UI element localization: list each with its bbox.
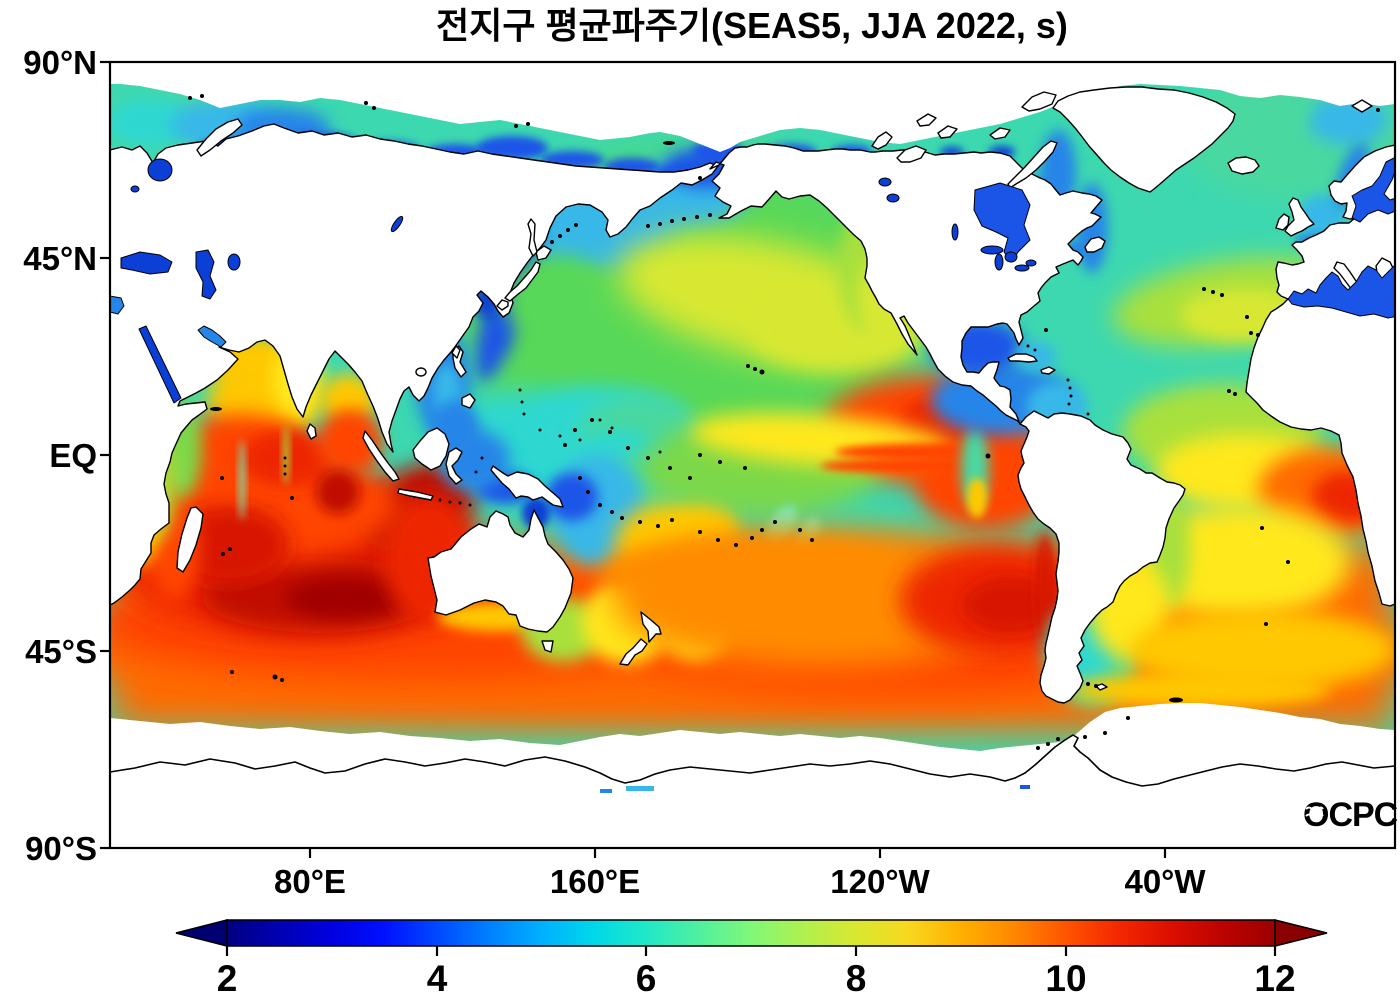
land-ellesmere — [1021, 91, 1057, 112]
lake-ladoga — [130, 185, 140, 193]
land-iceland — [1227, 156, 1260, 175]
land-mindanao — [461, 393, 476, 409]
ocpc-logo-wave-icon-2 — [1305, 813, 1324, 819]
colorbar-label-4: 4 — [427, 958, 448, 999]
lat-label-45n: 45°N — [23, 240, 97, 277]
lat-label-90n: 90°N — [23, 44, 97, 81]
land-falklands — [1095, 683, 1108, 691]
sea-mediterranean-left-edge — [110, 295, 125, 315]
land-nz-south — [619, 638, 648, 666]
land-ireland — [1275, 213, 1290, 231]
sea-baltic — [1351, 157, 1395, 223]
arctic-ice-zone — [110, 62, 1395, 152]
colorbar-right-arrow — [1274, 919, 1328, 947]
land-hispaniola — [1040, 366, 1056, 375]
colorbar: 2 4 6 8 10 12 — [175, 919, 1328, 999]
land-honshu — [504, 261, 541, 302]
land-sumatra — [362, 430, 400, 482]
sea-aral — [227, 253, 241, 271]
land-south-america — [1017, 410, 1186, 704]
colorbar-ticks — [225, 946, 1277, 956]
lat-label-45s: 45°S — [25, 633, 97, 670]
lon-label-120w: 120°W — [830, 863, 930, 900]
colorbar-label-8: 8 — [846, 958, 867, 999]
land-europe-west-africa — [1245, 144, 1395, 607]
land-greenland — [1052, 86, 1236, 193]
land-java — [397, 488, 434, 501]
sea-mediterranean — [1287, 265, 1395, 319]
antarctic-polynya-dash — [626, 786, 654, 791]
land-eurasia-africa — [110, 123, 719, 606]
sea-white-sea — [147, 158, 173, 182]
land-baffin — [1007, 140, 1058, 189]
lat-label-eq: EQ — [49, 437, 97, 474]
lon-label-80e: 80°E — [274, 863, 346, 900]
lake-ontario — [1025, 259, 1037, 267]
land-australia — [427, 509, 574, 633]
lake-superior — [980, 245, 1004, 255]
land-devon-island — [989, 127, 1011, 140]
land-cuba — [1007, 353, 1038, 363]
land-victoria-island — [896, 145, 927, 163]
lon-label-160e: 160°E — [550, 863, 640, 900]
antarctic-polynya-dash-2 — [600, 789, 612, 793]
island-specks — [188, 94, 1380, 720]
sea-caspian — [195, 249, 217, 300]
sea-persian-gulf — [197, 325, 227, 348]
land-arctic-island-2 — [916, 113, 937, 127]
lon-label-40w: 40°W — [1124, 863, 1206, 900]
lat-label-90s: 90°S — [25, 830, 97, 867]
sea-black-sea — [120, 251, 173, 275]
lake-winnipeg — [951, 223, 959, 241]
lake-michigan — [994, 253, 1004, 271]
land-hokkaido — [535, 245, 552, 261]
colorbar-label-12: 12 — [1254, 958, 1295, 999]
land-borneo — [412, 427, 450, 471]
land-banks-island — [871, 131, 893, 150]
land-sri-lanka — [306, 423, 317, 440]
lake-huron — [1004, 251, 1018, 263]
antarctic-ice-zone — [110, 703, 1395, 848]
land-arctic-island-1 — [937, 125, 958, 139]
land-svalbard — [1351, 99, 1373, 113]
colorbar-label-10: 10 — [1045, 958, 1086, 999]
land-taiwan — [451, 345, 461, 359]
ocpc-logo: OCPC — [1303, 796, 1399, 834]
antarctica-coastline — [110, 734, 1395, 787]
lake-great-bear — [878, 177, 892, 187]
lake-erie — [1014, 264, 1030, 272]
colorbar-gradient-bar — [226, 919, 1276, 947]
antarctic-polynya-dash-3 — [1020, 785, 1030, 789]
land-hainan — [415, 367, 427, 377]
land-uk — [1284, 197, 1315, 237]
ocpc-logo-wave-icon — [1305, 806, 1324, 812]
chart-title: 전지구 평균파주기(SEAS5, JJA 2022, s) — [436, 5, 1068, 46]
axis-ticks — [100, 60, 1167, 858]
colorbar-label-6: 6 — [636, 958, 657, 999]
land-novaya-zemlya — [196, 118, 243, 157]
land-nz-north — [640, 611, 662, 643]
land-madagascar — [176, 506, 204, 573]
land-kyushu — [496, 299, 509, 311]
antarctic-coast-islands — [1036, 731, 1107, 750]
sea-red-sea — [138, 325, 182, 404]
land-tasmania — [541, 640, 554, 653]
land-sulawesi — [445, 447, 463, 485]
colorbar-label-2: 2 — [217, 958, 238, 999]
world-map — [110, 62, 1395, 848]
colorbar-left-arrow — [175, 919, 228, 947]
ocpc-logo-text: OCPC — [1303, 796, 1398, 834]
land-newfoundland — [1084, 236, 1106, 253]
lake-great-slave — [886, 193, 900, 203]
inland-seas — [110, 157, 1395, 404]
land-sakhalin — [527, 218, 538, 257]
lake-baikal — [390, 215, 404, 233]
land-new-guinea — [490, 465, 564, 508]
